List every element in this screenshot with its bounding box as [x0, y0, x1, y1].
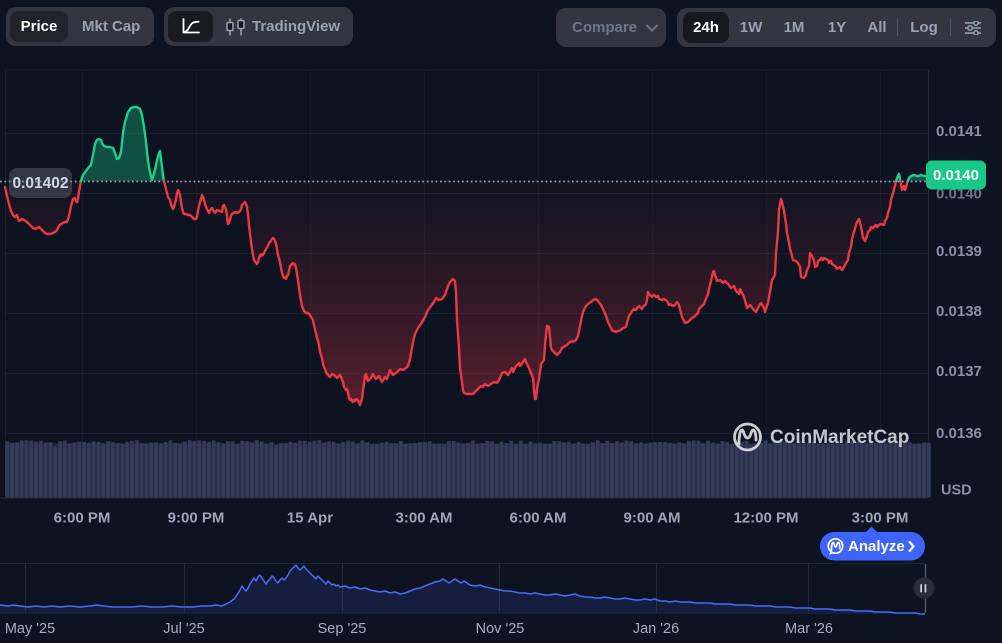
svg-text:Analyze: Analyze: [848, 538, 905, 555]
svg-text:0.0139: 0.0139: [936, 243, 982, 260]
svg-text:6:00 AM: 6:00 AM: [510, 510, 567, 527]
svg-text:Sep '25: Sep '25: [318, 621, 367, 637]
svg-text:0.0140: 0.0140: [936, 186, 982, 203]
svg-text:0.0136: 0.0136: [936, 425, 982, 442]
svg-text:Mar '26: Mar '26: [785, 621, 833, 637]
svg-text:9:00 PM: 9:00 PM: [168, 510, 225, 527]
svg-text:0.01402: 0.01402: [12, 175, 68, 192]
svg-text:6:00 PM: 6:00 PM: [54, 510, 111, 527]
svg-text:USD: USD: [941, 483, 972, 499]
svg-text:0.0137: 0.0137: [936, 363, 982, 380]
svg-text:3:00 PM: 3:00 PM: [852, 510, 909, 527]
svg-text:Jan '26: Jan '26: [633, 621, 679, 637]
svg-text:3:00 AM: 3:00 AM: [396, 510, 453, 527]
svg-text:0.0141: 0.0141: [936, 123, 982, 140]
svg-text:0.0138: 0.0138: [936, 303, 982, 320]
svg-text:9:00 AM: 9:00 AM: [624, 510, 681, 527]
svg-text:CoinMarketCap: CoinMarketCap: [770, 427, 909, 448]
svg-text:May '25: May '25: [5, 621, 55, 637]
svg-text:12:00 PM: 12:00 PM: [733, 510, 798, 527]
svg-text:15 Apr: 15 Apr: [287, 510, 333, 527]
svg-text:0.0140: 0.0140: [933, 167, 979, 184]
svg-text:Jul '25: Jul '25: [163, 621, 204, 637]
svg-text:Nov '25: Nov '25: [476, 621, 525, 637]
